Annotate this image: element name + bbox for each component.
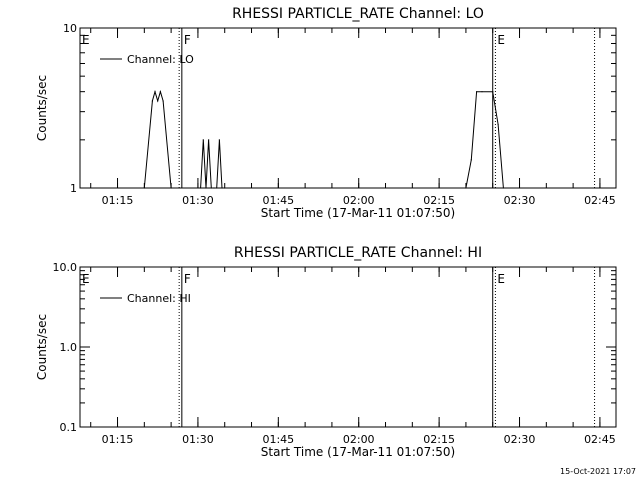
data-point	[157, 100, 159, 102]
x-axis-label: Start Time (17-Mar-11 01:07:50)	[261, 206, 455, 220]
x-tick-label: 02:30	[504, 194, 536, 207]
x-tick-label: 01:15	[102, 433, 134, 446]
data-point	[159, 91, 161, 93]
data-point	[481, 91, 483, 93]
y-axis-label: Counts/sec	[35, 314, 49, 380]
x-tick-label: 01:45	[262, 433, 294, 446]
data-point	[476, 91, 478, 93]
data-point	[154, 91, 156, 93]
data-point	[143, 187, 145, 189]
data-point	[221, 187, 223, 189]
marker-label: E	[497, 272, 505, 286]
data-point	[502, 187, 505, 189]
data-point	[170, 187, 172, 189]
data-point	[151, 100, 153, 102]
data-point	[216, 187, 218, 189]
data-point	[224, 187, 226, 189]
chart-panel-1: RHESSI PARTICLE_RATE Channel: LO 1 10 01:15…	[35, 6, 617, 220]
data-point	[218, 139, 220, 141]
chart-title: RHESSI PARTICLE_RATE Channel: LO	[232, 6, 484, 22]
x-tick-label: 01:15	[102, 194, 134, 207]
chart-panel-2: RHESSI PARTICLE_RATE Channel: HI 0.1 1.0 10…	[35, 245, 617, 459]
x-tick-label: 02:30	[504, 433, 536, 446]
x-tick-label: 02:45	[584, 194, 616, 207]
data-point	[213, 187, 215, 189]
y-tick-label: 0.1	[60, 421, 78, 434]
data-point	[162, 100, 164, 102]
y-tick-label: 1	[70, 182, 77, 195]
chart-title: RHESSI PARTICLE_RATE Channel: HI	[234, 245, 482, 261]
timestamp-label: 15-Oct-2021 17:07	[560, 467, 636, 476]
y-tick-label: 10	[63, 22, 77, 35]
x-tick-label: 02:00	[343, 194, 375, 207]
y-tick-label: 10.0	[53, 261, 78, 274]
marker-label: F	[184, 33, 191, 47]
marker-label: E	[82, 272, 90, 286]
x-tick-label: 02:00	[343, 433, 375, 446]
data-point	[205, 187, 207, 189]
y-axis-label: Counts/sec	[35, 75, 49, 141]
marker-label: F	[184, 272, 191, 286]
x-tick-label: 01:30	[182, 194, 214, 207]
x-tick-label: 01:30	[182, 433, 214, 446]
x-tick-label: 02:45	[584, 433, 616, 446]
y-tick-label: 1.0	[60, 341, 78, 354]
data-point	[208, 139, 210, 141]
x-tick-label: 02:15	[423, 433, 455, 446]
data-point	[497, 123, 499, 125]
data-point	[210, 187, 212, 189]
series-line	[143, 89, 504, 189]
x-tick-label: 02:15	[423, 194, 455, 207]
plot-frame	[79, 27, 617, 189]
legend-label: Channel: HI	[127, 292, 191, 305]
x-axis-label: Start Time (17-Mar-11 01:07:50)	[261, 445, 455, 459]
data-point	[200, 187, 202, 189]
data-point	[470, 159, 472, 161]
data-point	[465, 187, 467, 189]
x-tick-label: 01:45	[262, 194, 294, 207]
plot-frame	[79, 266, 617, 428]
legend-label: Channel: LO	[127, 53, 194, 66]
marker-label: E	[497, 33, 505, 47]
data-point	[202, 139, 204, 141]
data-point	[492, 91, 494, 93]
marker-label: E	[82, 33, 90, 47]
